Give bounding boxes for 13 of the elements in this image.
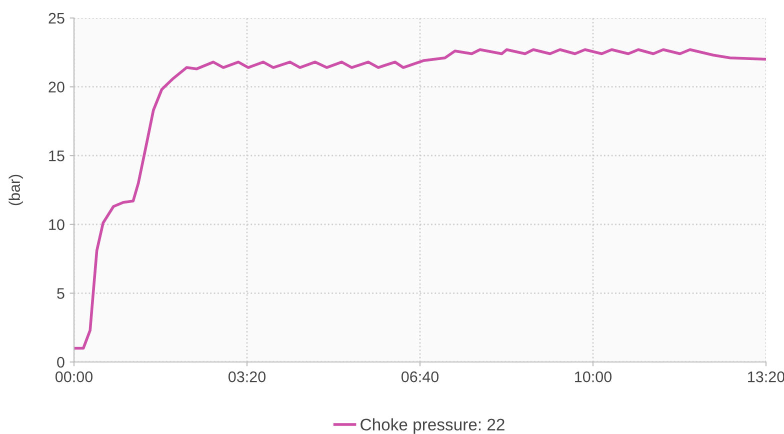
legend-label: Choke pressure: 22 xyxy=(360,418,504,434)
y-axis-title: (bar) xyxy=(8,174,23,206)
x-tick-label: 06:40 xyxy=(401,371,439,382)
x-tick-label: 10:00 xyxy=(575,371,612,382)
x-tick-label: 00:00 xyxy=(55,371,93,382)
x-tick-label: 03:20 xyxy=(228,371,266,382)
y-tick-label: 10 xyxy=(49,219,64,230)
y-tick-label: 20 xyxy=(48,82,64,92)
y-tick-label: 15 xyxy=(49,150,64,162)
y-tick-label: 25 xyxy=(48,12,64,24)
line-series xyxy=(74,48,766,350)
y-tick-label: 5 xyxy=(57,288,64,299)
y-tick-label: 0 xyxy=(57,356,64,368)
